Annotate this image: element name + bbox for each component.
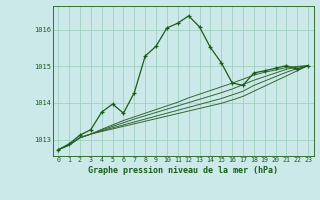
X-axis label: Graphe pression niveau de la mer (hPa): Graphe pression niveau de la mer (hPa)	[88, 166, 278, 175]
